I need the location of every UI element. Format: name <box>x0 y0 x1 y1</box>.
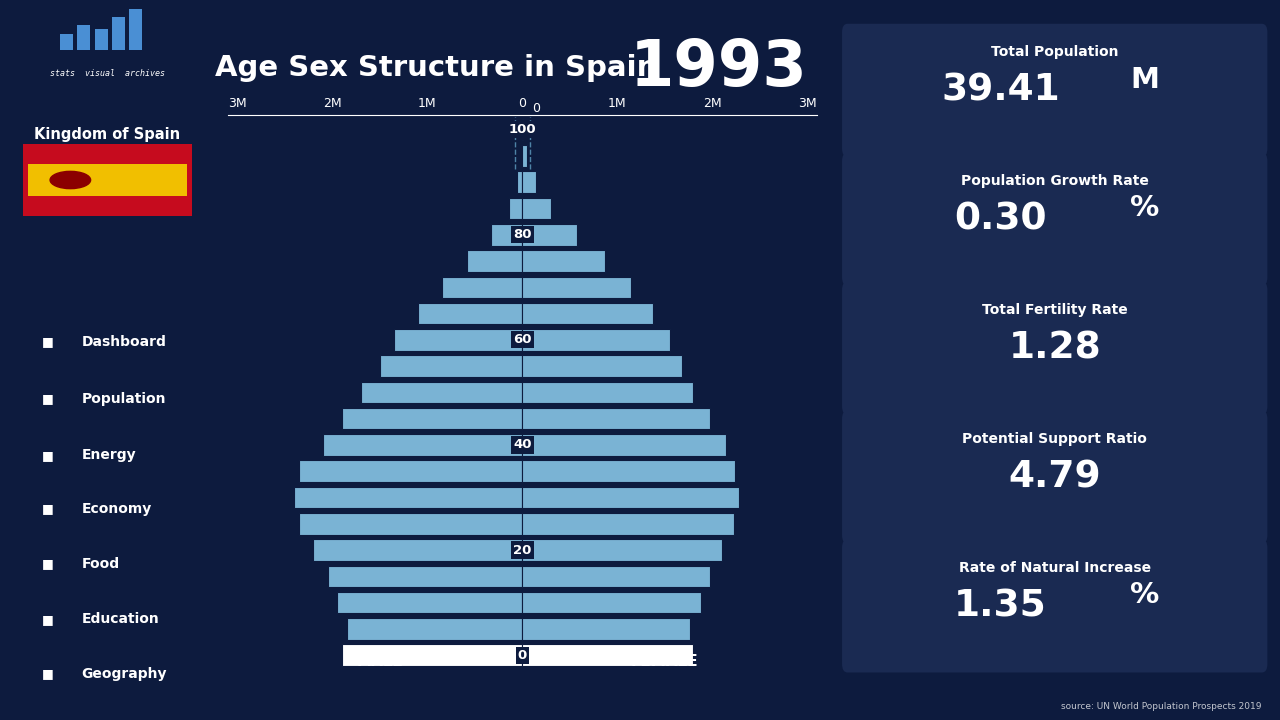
Text: FEMALE: FEMALE <box>631 654 699 669</box>
FancyBboxPatch shape <box>842 282 1267 415</box>
Bar <box>342 408 522 429</box>
Text: %: % <box>1130 581 1160 609</box>
Text: 0.30: 0.30 <box>955 202 1047 238</box>
Text: ■: ■ <box>41 503 54 516</box>
Text: 39.41: 39.41 <box>941 73 1060 109</box>
FancyBboxPatch shape <box>842 539 1267 672</box>
Text: Total Fertility Rate: Total Fertility Rate <box>982 303 1128 317</box>
Bar <box>323 434 522 456</box>
Text: 4.79: 4.79 <box>1009 459 1101 495</box>
Text: Potential Support Ratio: Potential Support Ratio <box>963 432 1147 446</box>
Text: Education: Education <box>82 612 160 626</box>
Bar <box>417 303 522 324</box>
Text: Energy: Energy <box>82 449 137 462</box>
FancyBboxPatch shape <box>842 24 1267 157</box>
Bar <box>522 408 710 429</box>
Bar <box>77 24 91 50</box>
Bar <box>337 592 522 613</box>
Bar <box>522 329 671 351</box>
Bar <box>328 565 522 587</box>
Bar <box>509 198 522 220</box>
Bar <box>60 34 73 50</box>
Bar <box>314 539 522 561</box>
Text: Rate of Natural Increase: Rate of Natural Increase <box>959 561 1151 575</box>
FancyBboxPatch shape <box>842 410 1267 544</box>
Text: Total Population: Total Population <box>991 45 1119 59</box>
Bar <box>294 487 522 508</box>
Text: 0: 0 <box>532 102 540 115</box>
Bar <box>522 303 653 324</box>
Bar <box>522 565 710 587</box>
Bar <box>522 434 727 456</box>
Text: Food: Food <box>82 557 120 571</box>
Text: source: UN World Population Prospects 2019: source: UN World Population Prospects 20… <box>1061 703 1262 711</box>
Text: ■: ■ <box>41 667 54 680</box>
Bar <box>347 618 522 639</box>
Bar <box>342 644 522 666</box>
Bar <box>394 329 522 351</box>
Text: 20: 20 <box>513 544 531 557</box>
Bar <box>522 618 690 639</box>
Text: M: M <box>1130 66 1160 94</box>
Text: Age Sex Structure in Spain: Age Sex Structure in Spain <box>215 55 658 82</box>
Text: 40: 40 <box>513 438 531 451</box>
Bar <box>380 356 522 377</box>
Bar <box>129 9 142 50</box>
Text: stats  visual  archives: stats visual archives <box>50 69 165 78</box>
Text: 1993: 1993 <box>630 37 808 99</box>
Text: %: % <box>1130 194 1160 222</box>
Text: Dashboard: Dashboard <box>82 335 166 349</box>
FancyBboxPatch shape <box>18 142 197 218</box>
FancyBboxPatch shape <box>842 153 1267 286</box>
Bar <box>522 513 733 534</box>
Bar <box>300 513 522 534</box>
Bar <box>442 276 522 298</box>
Bar <box>522 461 735 482</box>
Bar <box>467 251 522 271</box>
Bar <box>111 17 124 50</box>
Bar <box>522 644 694 666</box>
Bar <box>95 30 108 50</box>
Text: ■: ■ <box>41 392 54 405</box>
Text: Geography: Geography <box>82 667 168 681</box>
Text: Economy: Economy <box>82 502 152 516</box>
Bar <box>522 487 739 508</box>
Bar <box>522 171 535 193</box>
Bar <box>517 171 522 193</box>
Bar <box>492 224 522 246</box>
Bar <box>361 382 522 403</box>
Text: 80: 80 <box>513 228 531 241</box>
Bar <box>522 145 527 167</box>
Bar <box>522 382 694 403</box>
Bar <box>522 198 550 220</box>
Bar <box>28 164 187 196</box>
Text: 0: 0 <box>517 649 527 662</box>
Text: 100: 100 <box>508 123 536 136</box>
Text: Kingdom of Spain: Kingdom of Spain <box>35 127 180 142</box>
Text: Population: Population <box>82 392 166 405</box>
Bar <box>522 251 605 271</box>
Text: ■: ■ <box>41 449 54 462</box>
Bar <box>300 461 522 482</box>
Bar <box>522 276 631 298</box>
Text: MALE: MALE <box>356 654 403 669</box>
Bar <box>521 145 522 167</box>
Text: 1.35: 1.35 <box>955 588 1047 624</box>
Bar <box>522 224 577 246</box>
Text: ■: ■ <box>41 557 54 570</box>
Text: ■: ■ <box>41 336 54 348</box>
Bar <box>522 356 682 377</box>
Bar <box>522 539 722 561</box>
Circle shape <box>50 171 91 189</box>
Text: 60: 60 <box>513 333 531 346</box>
Text: Population Growth Rate: Population Growth Rate <box>961 174 1148 188</box>
Text: 1.28: 1.28 <box>1009 330 1101 366</box>
Bar <box>522 592 700 613</box>
Text: ■: ■ <box>41 613 54 626</box>
